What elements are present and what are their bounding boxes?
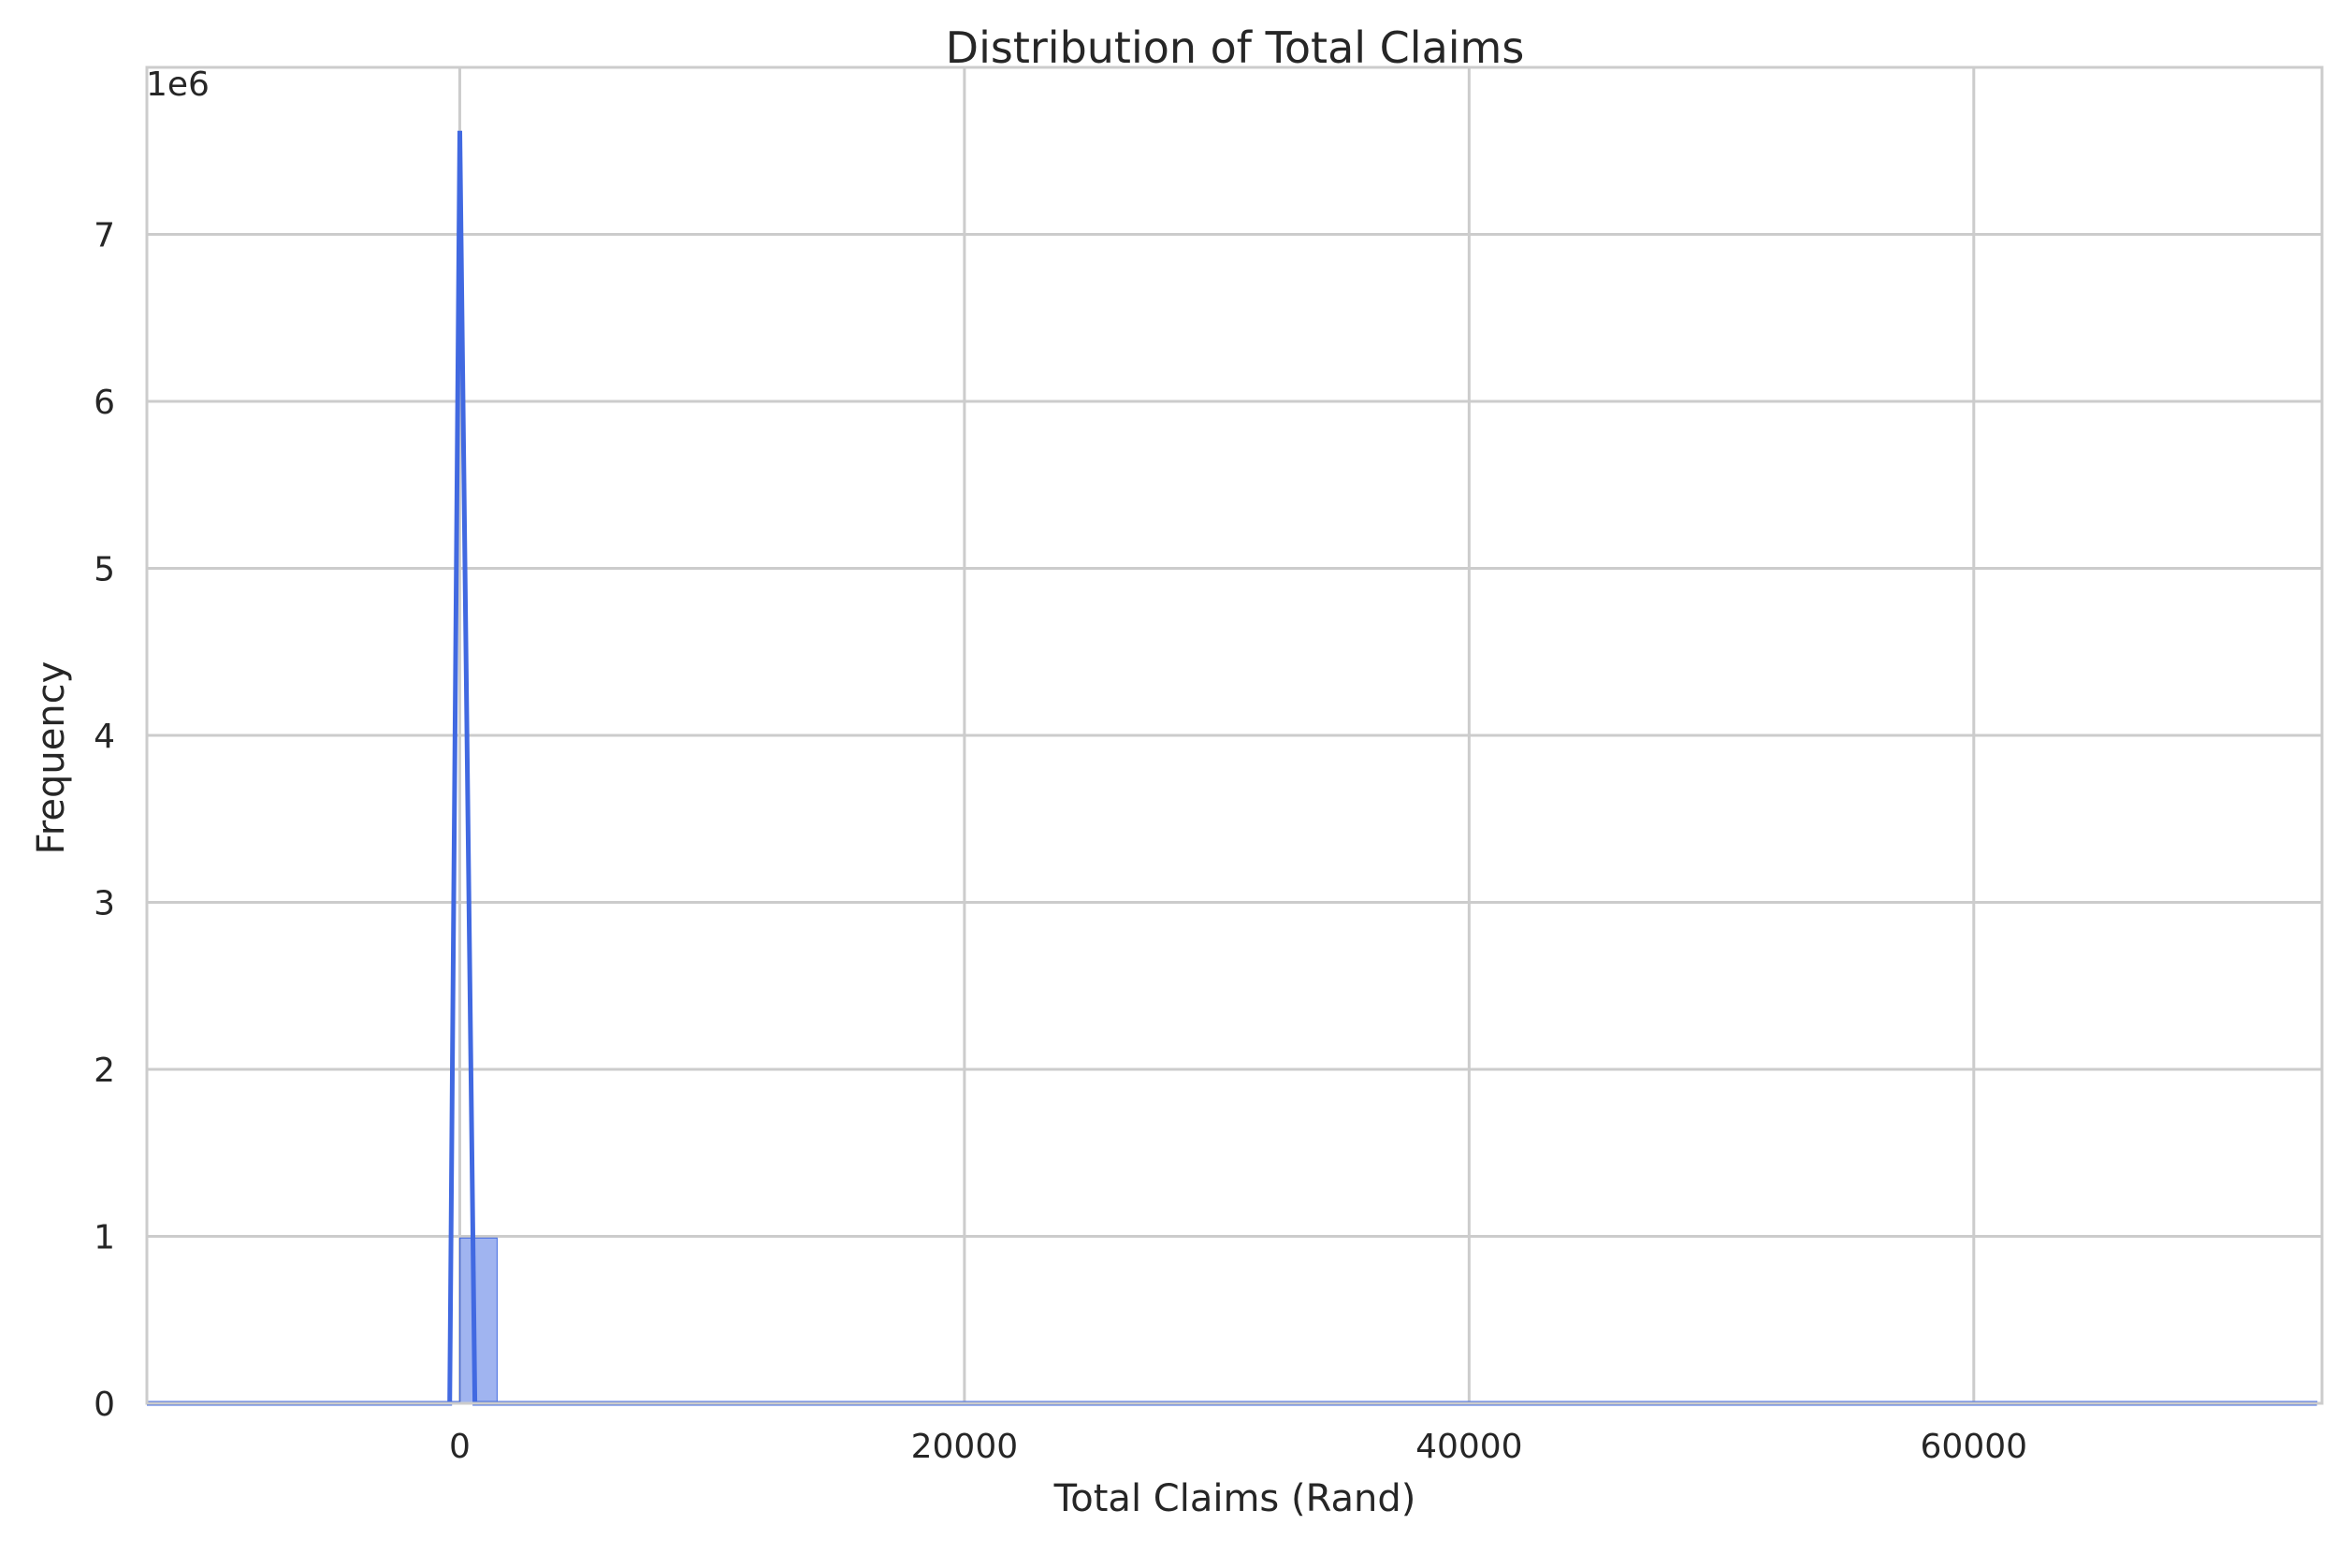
- y-tick-label: 3: [94, 885, 115, 923]
- y-tick-label: 5: [94, 551, 115, 589]
- x-axis-label: Total Claims (Rand): [1053, 1477, 1416, 1520]
- y-tick-label: 2: [94, 1052, 115, 1090]
- histogram-bars: [257, 1237, 2318, 1404]
- y-tick-label: 6: [94, 384, 115, 422]
- y-tick-label: 0: [94, 1386, 115, 1424]
- y-tick-label: 1: [94, 1219, 115, 1257]
- chart-title: Distribution of Total Claims: [946, 22, 1525, 73]
- x-tick-label: 40000: [1415, 1428, 1523, 1466]
- x-tick-label: 60000: [1921, 1428, 2028, 1466]
- y-scale-offset-label: 1e6: [146, 65, 210, 104]
- y-tick-label: 4: [94, 718, 115, 756]
- axis-ticks: 0 20000 40000 60000 0 1 2 3 4 5 6 7: [94, 217, 2027, 1467]
- histogram-bar: [458, 1237, 498, 1404]
- x-tick-label: 20000: [911, 1428, 1019, 1466]
- x-tick-label: 0: [449, 1428, 471, 1466]
- grid-lines: [147, 67, 2322, 1403]
- kde-curve: [147, 130, 2317, 1406]
- plot-frame: [145, 65, 2324, 1405]
- kde-line: [147, 130, 2317, 1406]
- y-axis-label: Frequency: [30, 661, 73, 855]
- y-tick-label: 7: [94, 217, 115, 255]
